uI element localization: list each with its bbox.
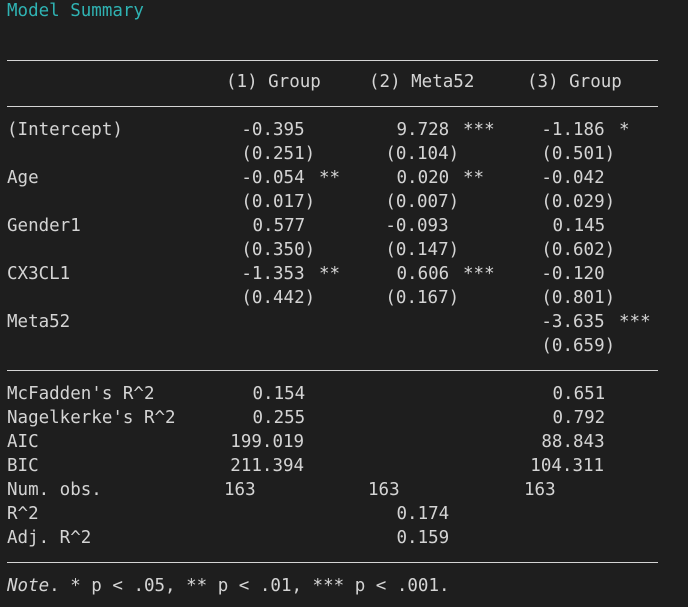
- coefficient-value: -0.395: [241, 120, 305, 140]
- significance-stars: *: [619, 120, 630, 140]
- coefficient-value: (0.251): [241, 144, 316, 164]
- table-rule-bottom: [7, 562, 658, 563]
- note-label: Note: [7, 576, 50, 596]
- stat-value: 0.255: [252, 408, 306, 428]
- stat-label: Num. obs.: [7, 480, 102, 500]
- coefficient-value: -0.093: [385, 216, 449, 236]
- row-label: Gender1: [7, 216, 81, 236]
- stat-value: 0.651: [552, 384, 606, 404]
- coefficient-value: (0.801): [541, 288, 616, 308]
- significance-stars: **: [319, 264, 341, 284]
- column-header-1: (1) Group: [226, 72, 321, 92]
- coefficient-value: (0.104): [385, 144, 460, 164]
- column-header-2: (2) Meta52: [369, 72, 475, 92]
- row-label: Meta52: [7, 312, 71, 332]
- row-label: (Intercept): [7, 120, 123, 140]
- significance-stars: ***: [463, 120, 495, 140]
- stat-label: Nagelkerke's R^2: [7, 408, 176, 428]
- coefficient-value: 0.145: [552, 216, 606, 236]
- stat-value: 0.792: [552, 408, 606, 428]
- coefficient-value: (0.017): [241, 192, 316, 212]
- row-label: Age: [7, 168, 39, 188]
- coefficient-value: -0.120: [541, 264, 605, 284]
- significance-stars: **: [319, 168, 341, 188]
- stat-value: 163: [524, 480, 556, 500]
- stat-value: 0.174: [396, 504, 450, 524]
- stat-label: AIC: [7, 432, 39, 452]
- coefficient-value: (0.147): [385, 240, 460, 260]
- column-header-3: (3) Group: [527, 72, 622, 92]
- output-title: Model Summary: [7, 1, 144, 21]
- coefficient-value: -3.635: [541, 312, 605, 332]
- coefficient-value: 0.020: [396, 168, 450, 188]
- significance-stars: ***: [463, 264, 495, 284]
- significance-stars: ***: [619, 312, 651, 332]
- table-note: Note. * p < .05, ** p < .01, *** p < .00…: [7, 574, 450, 598]
- coefficient-value: 0.577: [252, 216, 306, 236]
- table-rule-header: [7, 106, 658, 107]
- stat-value: 0.159: [396, 528, 450, 548]
- stat-value: 104.311: [530, 456, 605, 476]
- stat-value: 211.394: [230, 456, 305, 476]
- coefficient-value: (0.602): [541, 240, 616, 260]
- coefficient-value: (0.659): [541, 336, 616, 356]
- coefficient-value: (0.029): [541, 192, 616, 212]
- stat-label: R^2: [7, 504, 39, 524]
- stat-value: 0.154: [252, 384, 306, 404]
- coefficient-value: (0.007): [385, 192, 460, 212]
- coefficient-value: 9.728: [396, 120, 450, 140]
- coefficient-value: -0.054: [241, 168, 305, 188]
- coefficient-value: -0.042: [541, 168, 605, 188]
- coefficient-value: (0.167): [385, 288, 460, 308]
- table-rule-middle: [7, 370, 658, 371]
- coefficient-value: (0.501): [541, 144, 616, 164]
- stat-value: 163: [368, 480, 400, 500]
- stat-value: 199.019: [230, 432, 305, 452]
- significance-stars: **: [463, 168, 485, 188]
- stat-label: Adj. R^2: [7, 528, 92, 548]
- coefficient-value: -1.186: [541, 120, 605, 140]
- stat-label: McFadden's R^2: [7, 384, 155, 404]
- coefficient-value: (0.350): [241, 240, 316, 260]
- table-rule-top: [7, 60, 658, 61]
- coefficient-value: -1.353: [241, 264, 305, 284]
- stat-value: 163: [224, 480, 256, 500]
- row-label: CX3CL1: [7, 264, 71, 284]
- coefficient-value: 0.606: [396, 264, 450, 284]
- coefficient-value: (0.442): [241, 288, 316, 308]
- stat-label: BIC: [7, 456, 39, 476]
- stat-value: 88.843: [541, 432, 605, 452]
- note-text: . * p < .05, ** p < .01, *** p < .001.: [49, 576, 450, 596]
